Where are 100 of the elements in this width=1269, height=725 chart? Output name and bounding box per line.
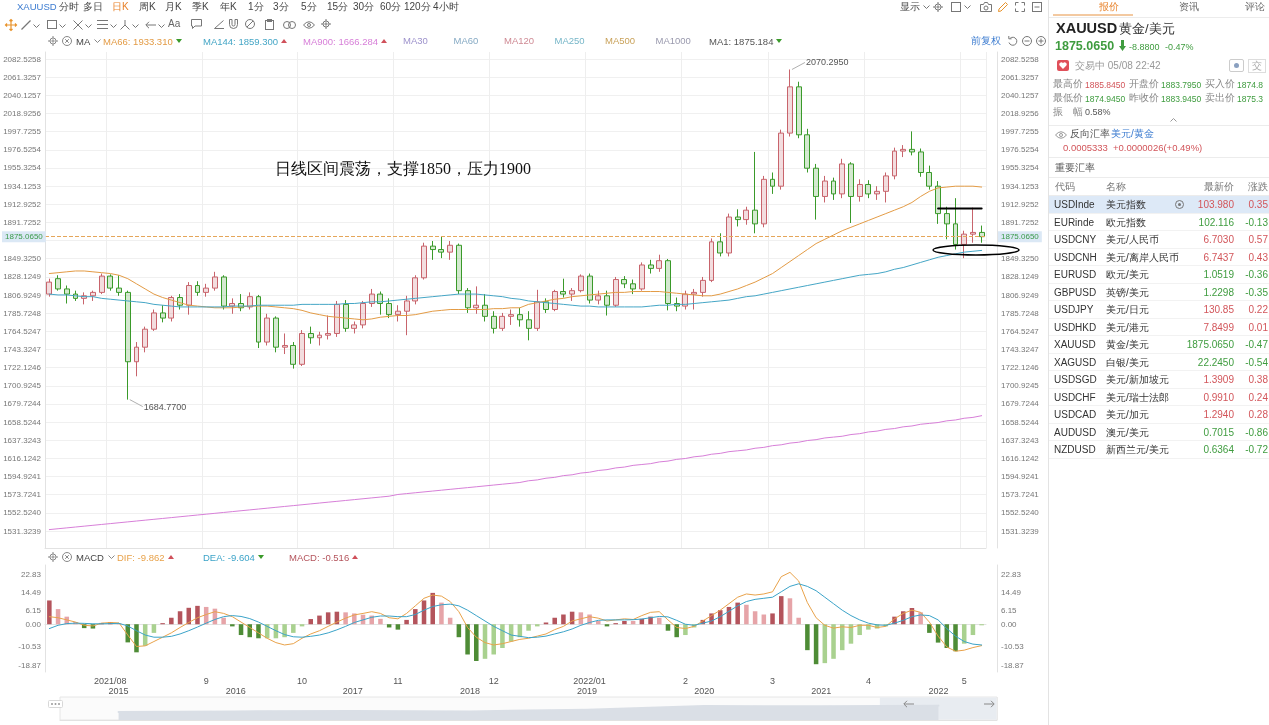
text: 1875.0650 xyxy=(1001,232,1039,242)
x-tick-label: 2 xyxy=(682,675,688,686)
text: 7.8499 xyxy=(1203,321,1234,333)
x-tick-label: 2018 xyxy=(459,685,480,696)
text: 120分 xyxy=(404,1,431,13)
text: XAUUSD xyxy=(1056,20,1118,38)
text: 美元/日元 xyxy=(1106,304,1149,315)
x-tick-label: 11 xyxy=(393,675,403,686)
x-tick-label: 10 xyxy=(297,675,308,686)
y2-tick-label: 1658.5244 xyxy=(1001,417,1040,427)
text: 美元/离岸人民币 xyxy=(1106,251,1179,263)
y2-tick-label: 1552.5240 xyxy=(1001,508,1040,518)
y-tick-label: 1700.9245 xyxy=(3,381,42,391)
x-tick-label: 2017 xyxy=(342,685,363,696)
text: 0.9910 xyxy=(1203,391,1234,403)
text: 1.3909 xyxy=(1203,374,1234,385)
text: 1885.8450 xyxy=(1085,80,1126,91)
y2-tick-label: 1594.9241 xyxy=(1001,472,1040,482)
text: 反向汇率 xyxy=(1070,128,1110,140)
text: 日K xyxy=(112,1,129,13)
text: DEA: -9.604 xyxy=(203,551,255,563)
text: MACD xyxy=(76,551,104,563)
y2-tick-label: 2040.1257 xyxy=(1001,90,1040,100)
text: MA144: 1859.300 xyxy=(203,35,279,47)
text: 英镑/美元 xyxy=(1106,286,1149,298)
y2-tick-label: 0.00 xyxy=(1001,619,1018,629)
text: MA1: 1875.184 xyxy=(709,35,774,47)
y-tick-label: -10.53 xyxy=(18,642,42,652)
text: 1874.8 xyxy=(1237,80,1263,91)
y2-tick-label: 1849.3250 xyxy=(1001,254,1040,264)
annotation: 1684.7700 xyxy=(143,401,187,412)
y-tick-label: 1912.9252 xyxy=(3,199,42,209)
x-tick-label: 12 xyxy=(488,675,499,686)
y2-tick-label: -18.87 xyxy=(1001,660,1025,670)
text: 5分 xyxy=(301,1,317,13)
text: 103.980 xyxy=(1197,199,1234,210)
text: 美元指数 xyxy=(1106,199,1146,210)
text: 年K xyxy=(220,1,237,13)
y2-tick-label: 2018.9256 xyxy=(1001,108,1040,118)
text: MA500 xyxy=(605,35,636,47)
y2-tick-label: 1997.7255 xyxy=(1001,127,1040,137)
text: MA xyxy=(76,35,91,47)
x-tick-label: 4 xyxy=(865,675,871,686)
text: 分时 xyxy=(59,1,79,13)
text: 30分 xyxy=(353,1,375,13)
y2-tick-label: 1764.5247 xyxy=(1001,326,1040,336)
text: 0.6364 xyxy=(1203,444,1234,455)
y-tick-label: 1531.3239 xyxy=(3,526,42,536)
y2-tick-label: 2082.5258 xyxy=(1001,54,1040,64)
text: -0.47% xyxy=(1165,42,1194,53)
text: 0.01 xyxy=(1248,321,1268,333)
text: 欧元/美元 xyxy=(1106,269,1149,280)
y2-tick-label: 1637.3243 xyxy=(1001,435,1040,445)
text: DIF: -9.862 xyxy=(117,551,165,563)
text: 0.58% xyxy=(1085,107,1111,118)
y2-tick-label: 1679.7244 xyxy=(1001,399,1040,409)
y-tick-label: 1849.3250 xyxy=(3,254,42,264)
text: 显示 xyxy=(900,1,920,13)
text: 0.38 xyxy=(1248,374,1268,385)
y-tick-label: 1594.9241 xyxy=(3,472,42,482)
y2-tick-label: 1955.3254 xyxy=(1001,163,1040,173)
y-tick-label: 1573.7241 xyxy=(3,490,42,500)
y2-tick-label: 1616.1242 xyxy=(1001,453,1040,463)
text: 黄金/美元 xyxy=(1119,21,1175,37)
text: MA120 xyxy=(504,35,535,47)
text: -0.86 xyxy=(1245,426,1268,438)
y2-tick-label: 1573.7241 xyxy=(1001,490,1040,500)
y-tick-label: 14.49 xyxy=(20,588,42,598)
text: USDInde xyxy=(1054,199,1095,210)
text: 季K xyxy=(192,1,209,13)
category-label: 涨跌 xyxy=(1248,181,1268,193)
y-tick-label: 1743.3247 xyxy=(3,344,42,354)
y2-tick-label: 1976.5254 xyxy=(1001,145,1040,155)
text: USDJPY xyxy=(1054,304,1094,315)
text: AUDUSD xyxy=(1054,426,1097,438)
y-tick-label: 1764.5247 xyxy=(3,326,42,336)
y2-tick-label: 2061.3257 xyxy=(1001,72,1040,82)
text: 美元/港元 xyxy=(1106,321,1149,333)
x-tick-label: 5 xyxy=(961,675,967,686)
text: 欧元指数 xyxy=(1106,216,1146,228)
text: 昨收价 xyxy=(1129,92,1159,104)
text: 4小时 xyxy=(433,1,459,13)
text: 月K xyxy=(165,1,182,13)
text: MA250 xyxy=(554,35,585,47)
y2-tick-label: 22.83 xyxy=(1001,570,1022,580)
text: 0.35 xyxy=(1248,199,1268,210)
text: 0.0005333 xyxy=(1063,142,1108,154)
text: 0.7015 xyxy=(1203,426,1234,438)
text: 资讯 xyxy=(1179,1,1199,13)
text: 重要汇率 xyxy=(1055,162,1095,174)
y2-tick-label: 1806.9249 xyxy=(1001,290,1040,300)
y2-tick-label: 1743.3247 xyxy=(1001,344,1040,354)
text: 开盘价 xyxy=(1129,78,1159,90)
x-tick-label: 3 xyxy=(770,675,776,686)
y-tick-label: 6.15 xyxy=(25,606,42,616)
text: 交易中 05/08 22:42 xyxy=(1075,60,1161,72)
text: 美元/瑞士法郎 xyxy=(1106,391,1169,403)
text: 102.116 xyxy=(1198,216,1234,228)
y-tick-label: -18.87 xyxy=(18,660,42,670)
text: USDCNY xyxy=(1054,234,1097,245)
